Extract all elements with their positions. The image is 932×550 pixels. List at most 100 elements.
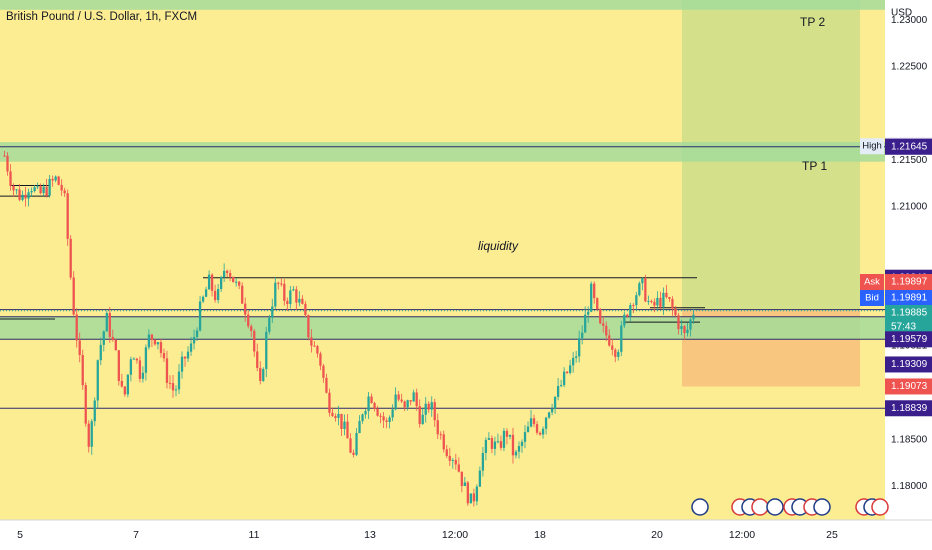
candle-body[interactable] xyxy=(301,298,304,304)
candle-body[interactable] xyxy=(232,276,235,283)
candle-body[interactable] xyxy=(111,336,114,340)
candle-body[interactable] xyxy=(90,421,93,447)
candle-body[interactable] xyxy=(189,343,193,352)
candle-body[interactable] xyxy=(367,396,370,412)
candle-body[interactable] xyxy=(238,281,241,286)
candle-body[interactable] xyxy=(644,278,647,302)
candle-body[interactable] xyxy=(448,455,451,461)
candle-body[interactable] xyxy=(144,347,148,373)
candle-body[interactable] xyxy=(547,412,551,418)
candle-body[interactable] xyxy=(265,331,268,369)
candle-body[interactable] xyxy=(659,297,662,307)
candle-body[interactable] xyxy=(325,377,328,393)
candle-body[interactable] xyxy=(629,305,632,317)
candle-body[interactable] xyxy=(599,309,602,324)
candle-body[interactable] xyxy=(439,434,442,436)
candle-body[interactable] xyxy=(614,349,617,357)
candle-body[interactable] xyxy=(15,189,18,191)
candle-body[interactable] xyxy=(307,314,310,338)
candle-body[interactable] xyxy=(478,470,482,487)
candle-body[interactable] xyxy=(692,314,695,320)
candle-body[interactable] xyxy=(183,356,187,359)
candle-body[interactable] xyxy=(686,329,689,333)
candle-body[interactable] xyxy=(517,446,521,452)
candle-body[interactable] xyxy=(617,351,620,357)
candle-body[interactable] xyxy=(262,368,265,381)
candle-body[interactable] xyxy=(662,292,665,307)
candle-body[interactable] xyxy=(186,351,190,359)
candle-body[interactable] xyxy=(102,331,105,345)
candle-body[interactable] xyxy=(379,415,382,417)
candle-body[interactable] xyxy=(316,346,319,354)
candle-body[interactable] xyxy=(162,353,166,359)
candle-body[interactable] xyxy=(201,296,205,302)
candle-body[interactable] xyxy=(638,283,641,296)
candle-body[interactable] xyxy=(505,430,509,437)
candle-body[interactable] xyxy=(451,459,454,461)
candle-body[interactable] xyxy=(331,412,334,417)
candle-body[interactable] xyxy=(156,342,160,345)
candle-body[interactable] xyxy=(457,464,460,472)
candle-body[interactable] xyxy=(653,301,656,306)
price-tag[interactable] xyxy=(885,356,932,373)
candle-body[interactable] xyxy=(587,311,590,315)
candle-body[interactable] xyxy=(292,289,295,291)
candle-body[interactable] xyxy=(671,298,674,309)
candle-body[interactable] xyxy=(153,339,157,345)
candle-body[interactable] xyxy=(593,283,596,299)
candle-body[interactable] xyxy=(529,418,533,427)
candle-body[interactable] xyxy=(466,482,469,504)
candle-body[interactable] xyxy=(180,356,184,372)
price-tag[interactable] xyxy=(885,290,932,306)
candle-body[interactable] xyxy=(93,400,96,422)
candle-body[interactable] xyxy=(99,344,102,361)
candle-body[interactable] xyxy=(343,421,346,429)
candle-body[interactable] xyxy=(27,192,30,199)
candle-body[interactable] xyxy=(400,399,403,402)
candle-body[interactable] xyxy=(469,493,472,504)
candle-body[interactable] xyxy=(635,295,638,306)
candle-body[interactable] xyxy=(514,451,518,456)
candle-body[interactable] xyxy=(556,386,560,397)
candle-body[interactable] xyxy=(6,155,9,172)
candle-body[interactable] xyxy=(493,441,497,449)
candle-body[interactable] xyxy=(550,408,554,413)
candle-body[interactable] xyxy=(352,452,355,455)
candle-body[interactable] xyxy=(364,411,367,415)
candle-body[interactable] xyxy=(30,191,33,193)
candle-body[interactable] xyxy=(559,385,563,387)
candle-body[interactable] xyxy=(605,325,608,336)
candle-body[interactable] xyxy=(141,372,145,379)
support-resistance-zone[interactable] xyxy=(0,142,885,162)
support-resistance-zone[interactable] xyxy=(0,0,885,10)
candle-body[interactable] xyxy=(250,326,253,331)
candle-body[interactable] xyxy=(81,355,84,386)
economic-event-icon[interactable] xyxy=(871,498,889,516)
candle-body[interactable] xyxy=(42,186,45,194)
candle-body[interactable] xyxy=(626,314,629,317)
candle-body[interactable] xyxy=(421,414,424,425)
candle-body[interactable] xyxy=(229,273,232,277)
candle-body[interactable] xyxy=(442,434,445,450)
candle-body[interactable] xyxy=(87,423,90,447)
candle-body[interactable] xyxy=(319,353,322,366)
candle-body[interactable] xyxy=(289,290,292,305)
candle-body[interactable] xyxy=(9,171,12,186)
candle-body[interactable] xyxy=(397,394,400,400)
candle-body[interactable] xyxy=(412,392,415,402)
candle-body[interactable] xyxy=(376,408,379,416)
candle-body[interactable] xyxy=(508,434,512,437)
candle-body[interactable] xyxy=(632,305,635,307)
candle-body[interactable] xyxy=(568,365,572,373)
candle-body[interactable] xyxy=(283,283,286,301)
candle-body[interactable] xyxy=(304,303,307,315)
candle-body[interactable] xyxy=(274,282,277,307)
candle-body[interactable] xyxy=(538,432,542,435)
candle-body[interactable] xyxy=(424,403,427,415)
candle-body[interactable] xyxy=(680,326,683,330)
candle-body[interactable] xyxy=(63,190,66,194)
candle-body[interactable] xyxy=(75,314,78,341)
economic-event-icon[interactable] xyxy=(691,498,709,516)
candle-body[interactable] xyxy=(271,306,274,318)
